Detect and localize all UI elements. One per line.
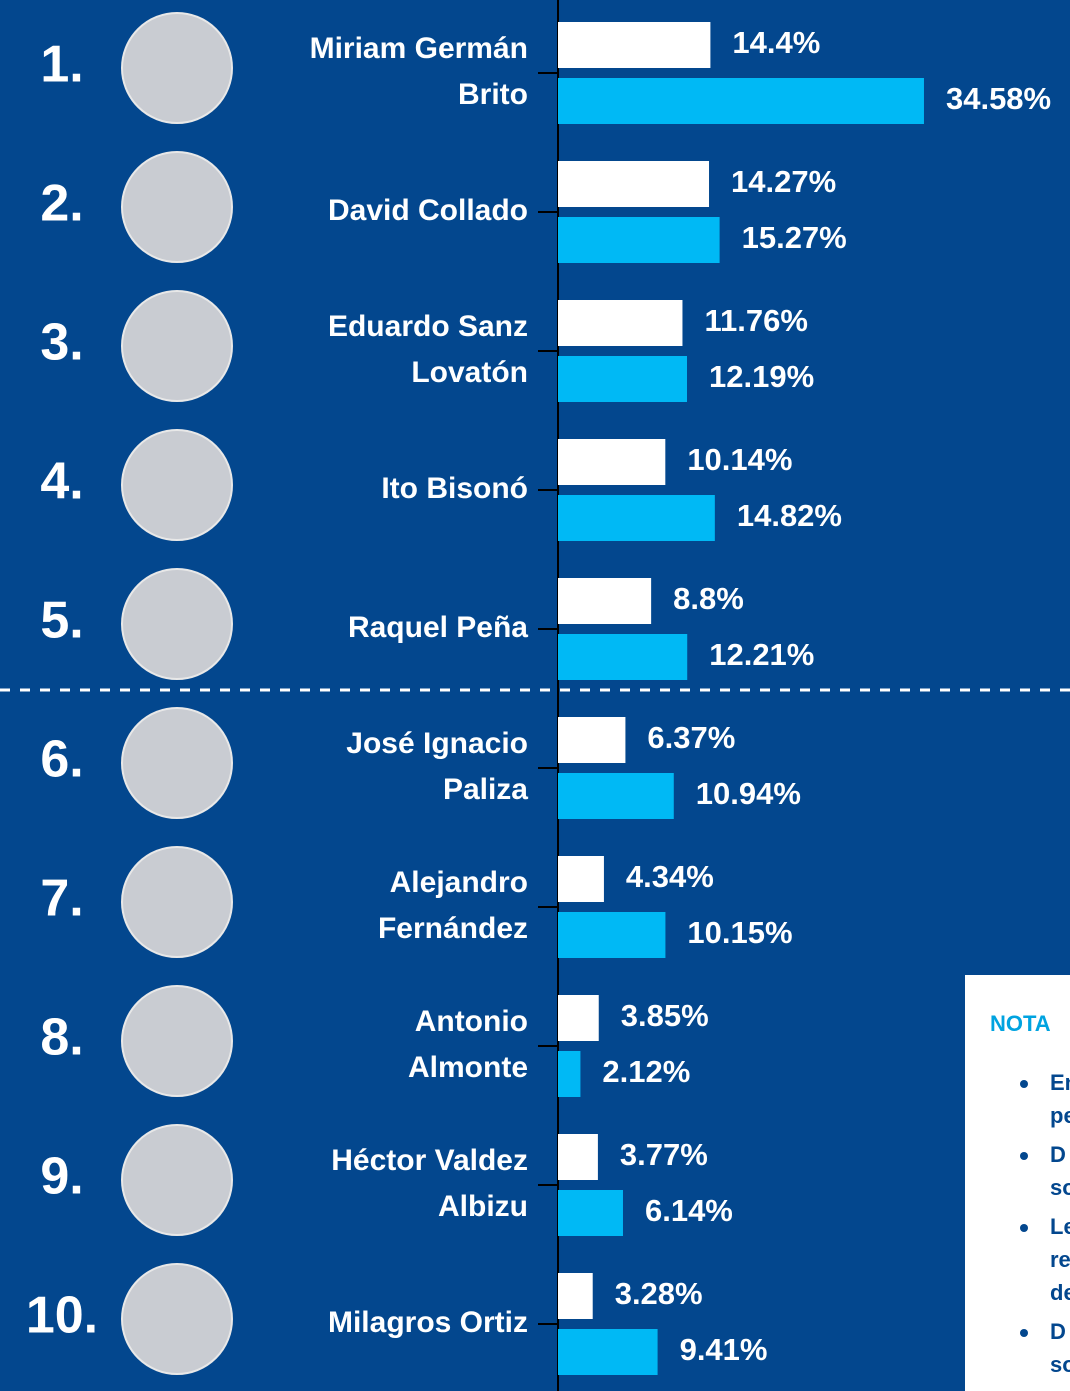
photo [122, 847, 232, 957]
value-label: 11.76% [704, 303, 807, 338]
note-text: re [1050, 1247, 1070, 1272]
candidate-name: Albizu [438, 1190, 528, 1223]
rank: 3. [40, 314, 83, 372]
rank: 4. [40, 453, 83, 511]
rank: 6. [40, 731, 83, 789]
note-text: D [1050, 1319, 1066, 1344]
photo [122, 1264, 232, 1374]
photo [122, 1125, 232, 1235]
note-bullet [1020, 1080, 1028, 1088]
candidate-name: Lovatón [411, 356, 528, 389]
note-text: pe [1050, 1103, 1070, 1128]
bar [558, 22, 710, 68]
rank: 5. [40, 592, 83, 650]
candidate-name: Milagros Ortiz [328, 1306, 528, 1339]
bar [558, 912, 665, 958]
value-label: 6.14% [645, 1193, 733, 1228]
chart: NOTA 1. Miriam Germán Brito 14.4% 34.58% 2. Da… [0, 0, 1070, 1391]
bar [558, 356, 687, 402]
bar [558, 217, 720, 263]
bar [558, 1329, 658, 1375]
bar [558, 300, 682, 346]
candidate-name: Antonio [415, 1005, 528, 1038]
bar [558, 634, 687, 680]
rank: 9. [40, 1148, 83, 1206]
value-label: 10.15% [687, 915, 792, 950]
bar [558, 439, 665, 485]
candidate-name: Alejandro [390, 866, 528, 899]
value-label: 14.82% [737, 498, 842, 533]
note-text: Le [1050, 1214, 1070, 1239]
bar [558, 578, 651, 624]
value-label: 3.28% [615, 1276, 703, 1311]
note-bullet [1020, 1152, 1028, 1160]
photo [122, 430, 232, 540]
candidate-name: Almonte [408, 1051, 528, 1084]
value-label: 3.77% [620, 1137, 708, 1172]
bar [558, 717, 625, 763]
note-bullet [1020, 1329, 1028, 1337]
note-title: NOTA [990, 1011, 1051, 1036]
candidate-name: Brito [458, 78, 528, 111]
value-label: 14.27% [731, 164, 836, 199]
bar [558, 1273, 593, 1319]
value-label: 12.21% [709, 637, 814, 672]
candidate-name: Ito Bisonó [381, 472, 528, 505]
photo [122, 13, 232, 123]
candidate-name: Héctor Valdez [331, 1144, 528, 1177]
bar [558, 495, 715, 541]
value-label: 12.19% [709, 359, 814, 394]
page: NOTA 1. Miriam Germán Brito 14.4% 34.58% 2. Da… [0, 0, 1070, 1391]
note-bullet [1020, 1224, 1028, 1232]
value-label: 8.8% [673, 581, 744, 616]
value-label: 4.34% [626, 859, 714, 894]
rank: 2. [40, 175, 83, 233]
value-label: 10.14% [687, 442, 792, 477]
bar [558, 856, 604, 902]
photo [122, 986, 232, 1096]
value-label: 6.37% [647, 720, 735, 755]
candidate-name: Fernández [378, 912, 528, 945]
note-text: En [1050, 1070, 1070, 1095]
candidate-name: Paliza [443, 773, 528, 806]
value-label: 15.27% [742, 220, 847, 255]
rank: 7. [40, 870, 83, 928]
photo [122, 291, 232, 401]
value-label: 9.41% [680, 1332, 768, 1367]
bar [558, 78, 924, 124]
bar [558, 161, 709, 207]
candidate-name: David Collado [328, 194, 528, 227]
value-label: 14.4% [732, 25, 820, 60]
bar [558, 1190, 623, 1236]
bar [558, 995, 599, 1041]
candidate-name: Eduardo Sanz [328, 310, 528, 343]
photo [122, 569, 232, 679]
value-label: 2.12% [602, 1054, 690, 1089]
rank: 1. [40, 36, 83, 94]
candidate-name: José Ignacio [346, 727, 528, 760]
note-text: so [1050, 1175, 1070, 1200]
bar [558, 1134, 598, 1180]
value-label: 3.85% [621, 998, 709, 1033]
note-text: de [1050, 1280, 1070, 1305]
value-label: 10.94% [696, 776, 801, 811]
note-text: so [1050, 1352, 1070, 1377]
candidate-name: Miriam Germán [310, 32, 528, 65]
value-label: 34.58% [946, 81, 1051, 116]
note-text: D [1050, 1142, 1066, 1167]
candidate-name: Raquel Peña [348, 611, 528, 644]
rank: 10. [26, 1287, 98, 1345]
rank: 8. [40, 1009, 83, 1067]
bar [558, 773, 674, 819]
photo [122, 152, 232, 262]
bar [558, 1051, 580, 1097]
photo [122, 708, 232, 818]
